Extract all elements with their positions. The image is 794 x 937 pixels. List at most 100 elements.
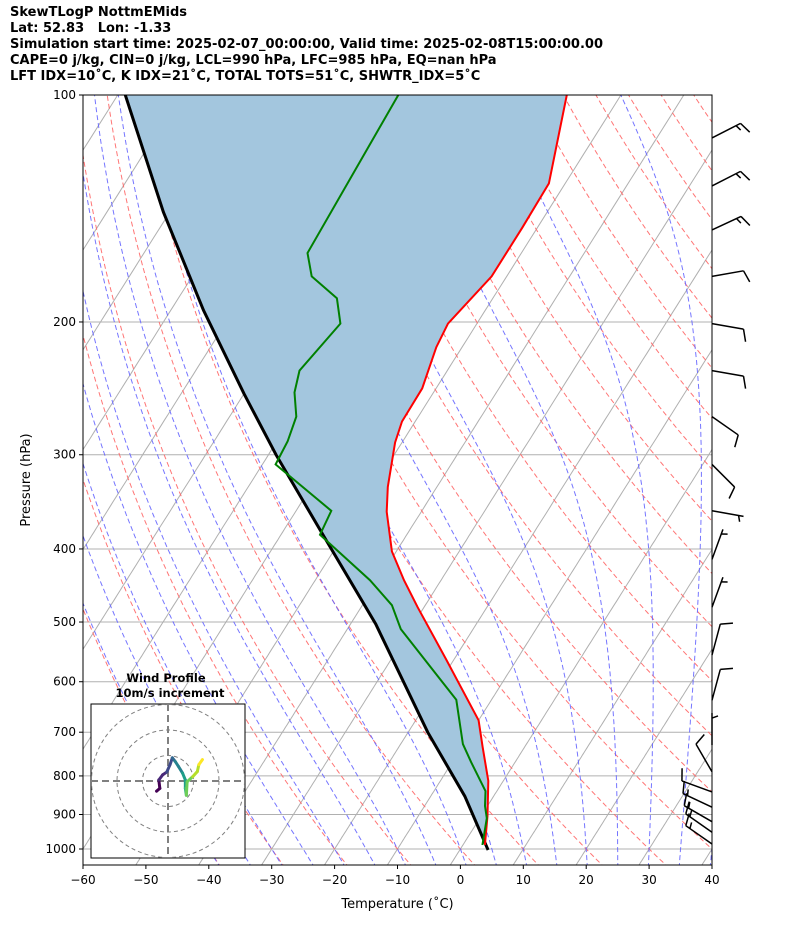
barb-feather bbox=[685, 813, 690, 826]
barb-shaft bbox=[695, 743, 713, 773]
barb-feather bbox=[742, 376, 747, 389]
barb-shaft bbox=[711, 510, 744, 518]
moist-adiabat bbox=[83, 534, 251, 865]
y-tick-label: 200 bbox=[53, 315, 76, 329]
hodograph-segment bbox=[197, 758, 204, 767]
wind-barb bbox=[695, 733, 713, 773]
isotherm bbox=[701, 848, 712, 865]
location: Lat: 52.83 Lon: -1.33 bbox=[10, 21, 172, 36]
dry-adiabat bbox=[83, 152, 412, 865]
isotherm bbox=[638, 748, 712, 865]
moist-adiabat bbox=[83, 169, 376, 865]
dry-adiabat bbox=[465, 95, 712, 471]
x-tick-label: −10 bbox=[385, 873, 410, 887]
parcel-profile-line bbox=[123, 95, 490, 851]
x-tick-label: 40 bbox=[704, 873, 719, 887]
isotherm bbox=[512, 548, 712, 865]
barb-shaft bbox=[685, 825, 713, 845]
wind-barb bbox=[711, 322, 747, 342]
x-tick-label: 10 bbox=[516, 873, 531, 887]
isotherm bbox=[83, 95, 370, 551]
x-tick-label: −40 bbox=[196, 873, 221, 887]
y-tick-label: 600 bbox=[53, 675, 76, 689]
wind-barb bbox=[685, 801, 713, 833]
dry-adiabat bbox=[432, 95, 712, 522]
index-params: LFT IDX=10˚C, K IDX=21˚C, TOTAL TOTS=51˚… bbox=[10, 69, 481, 84]
x-tick-label: 20 bbox=[579, 873, 594, 887]
x-tick-label: −30 bbox=[259, 873, 284, 887]
barb-feather bbox=[739, 170, 751, 181]
moist-adiabat bbox=[117, 95, 437, 865]
barb-shaft bbox=[711, 529, 724, 560]
dewpoint-line bbox=[274, 95, 488, 846]
barb-feather bbox=[689, 810, 693, 817]
barb-feather bbox=[735, 218, 742, 224]
axes: −60 −50 −40 −30 −20 −10 0 10 20 30 40 100 200 300 400 5… bbox=[19, 88, 720, 912]
wind-barb bbox=[685, 813, 713, 845]
wind-barb bbox=[711, 622, 734, 656]
barb-shaft bbox=[711, 623, 722, 656]
isotherm bbox=[83, 95, 433, 651]
moist-adiabat bbox=[83, 601, 220, 865]
dry-adiabat bbox=[399, 95, 712, 575]
hodograph-plot bbox=[91, 704, 245, 858]
dry-adiabat bbox=[530, 95, 712, 369]
dry-adiabat bbox=[715, 78, 794, 868]
isotherm bbox=[386, 348, 712, 865]
dry-adiabat bbox=[627, 95, 712, 221]
dry-adiabat bbox=[747, 78, 794, 868]
barb-feather bbox=[682, 780, 686, 794]
barb-feather bbox=[685, 801, 690, 815]
wind-barb bbox=[711, 415, 739, 448]
barb-feather bbox=[689, 822, 693, 829]
dry-adiabat bbox=[83, 477, 284, 865]
y-tick-label: 800 bbox=[53, 769, 76, 783]
dry-adiabat bbox=[83, 333, 348, 865]
barb-shaft bbox=[711, 322, 744, 330]
barb-feather bbox=[742, 329, 747, 342]
barb-feather bbox=[739, 122, 751, 133]
dry-adiabat bbox=[302, 95, 712, 737]
moist-adiabat bbox=[83, 289, 345, 865]
y-tick-label: 100 bbox=[53, 88, 76, 102]
dry-adiabat bbox=[660, 95, 712, 172]
isotherm bbox=[261, 149, 712, 865]
wind-barb bbox=[711, 170, 751, 187]
barb-shaft bbox=[682, 792, 713, 808]
barb-feather bbox=[742, 270, 751, 283]
isotherm bbox=[0, 78, 3, 868]
barb-shaft bbox=[683, 805, 713, 823]
barb-shaft bbox=[711, 463, 736, 488]
barb-shaft bbox=[711, 122, 741, 139]
dry-adiabat bbox=[595, 95, 712, 270]
hodograph-subtitle: 10m/s increment bbox=[116, 686, 225, 700]
wind-barb bbox=[711, 369, 747, 389]
wind-barb bbox=[711, 713, 719, 746]
barb-feather bbox=[686, 789, 689, 796]
wind-barb bbox=[682, 780, 713, 808]
y-tick-label: 400 bbox=[53, 542, 76, 556]
dry-adiabat bbox=[497, 95, 712, 420]
chart-title: SkewTLogP NottmEMids bbox=[10, 5, 188, 20]
wind-barb bbox=[711, 667, 734, 701]
wind-barb bbox=[711, 463, 736, 499]
stability-params: CAPE=0 j/kg, CIN=0 j/kg, LCL=990 hPa, LF… bbox=[10, 53, 497, 68]
barb-feather bbox=[720, 622, 734, 625]
y-tick-label: 700 bbox=[53, 725, 76, 739]
wind-barb bbox=[711, 122, 751, 139]
moist-adiabat bbox=[144, 95, 467, 865]
x-axis-label: Temperature (˚C) bbox=[340, 896, 453, 912]
wind-barb bbox=[711, 576, 728, 608]
moist-adiabat bbox=[490, 95, 654, 865]
y-tick-label: 500 bbox=[53, 615, 76, 629]
barb-feather bbox=[720, 667, 734, 671]
barb-feather bbox=[711, 715, 719, 719]
x-tick-label: 30 bbox=[641, 873, 656, 887]
x-tick-label: −20 bbox=[322, 873, 347, 887]
barb-feather bbox=[737, 515, 741, 522]
barb-shaft bbox=[711, 576, 724, 608]
wind-barb bbox=[711, 529, 728, 560]
x-tick-label: 0 bbox=[457, 873, 465, 887]
